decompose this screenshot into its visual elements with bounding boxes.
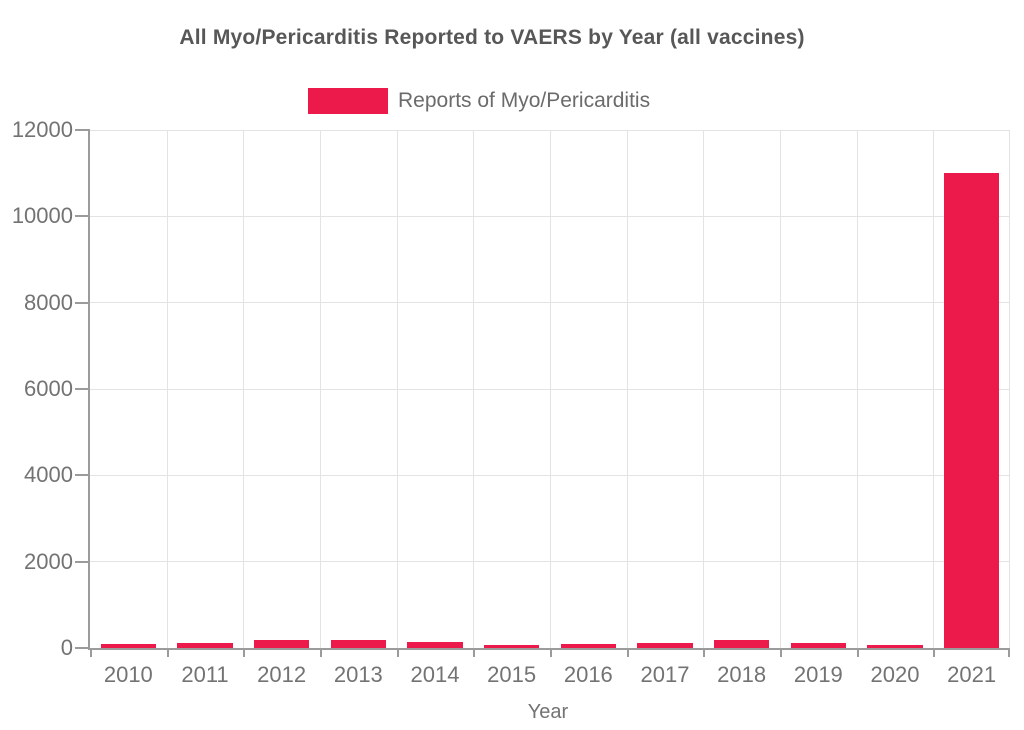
y-tick-mark [75,647,90,649]
y-tick-mark [75,215,90,218]
x-tick-mark [473,648,476,657]
x-tick-mark [550,648,552,657]
x-tick-label: 2018 [717,662,767,687]
x-gridline [396,130,398,648]
x-tick-label: 2021 [947,662,997,687]
x-gridline [780,130,781,648]
bar-2013 [330,640,386,648]
x-tick-label: 2013 [333,662,383,687]
x-axis-title: Year [527,701,569,723]
x-tick-label: 2010 [103,662,153,687]
x-tick-mark [243,648,246,657]
x-tick-label: 2019 [793,662,843,687]
x-gridline [856,130,858,648]
bar-2020 [867,644,923,648]
x-tick-mark [703,648,706,657]
y-tick-label: 10000 [11,203,73,229]
x-gridline [320,130,321,648]
y-tick-label: 4000 [24,462,73,488]
x-tick-mark [320,648,322,657]
y-tick-label: 12000 [11,117,73,142]
x-gridline [933,130,935,648]
bar-2016 [560,644,616,648]
bar-2021 [944,173,1000,648]
x-gridline [626,130,628,648]
bar-2015 [484,645,540,648]
y-tick-label: 6000 [24,376,73,401]
plot-area: 0 2000 4000 6000 8000 10000 12000 2010 2011 2012 2… [12,117,1010,687]
bar-2019 [790,643,846,648]
x-tick-mark [856,648,859,657]
x-tick-label: 2014 [410,662,460,687]
legend-swatch [308,88,388,114]
x-tick-mark [166,648,169,657]
x-gridline [1009,130,1010,648]
bar-2018 [714,639,770,648]
x-gridline [550,130,551,648]
x-tick-label: 2011 [181,662,229,687]
y-tick-mark [75,301,90,304]
y-tick-mark [75,129,90,131]
x-tick-mark [933,648,936,657]
legend-label: Reports of Myo/Pericarditis [398,89,651,112]
x-tick-mark [626,648,629,657]
x-tick-mark [90,648,92,657]
y-tick-mark [75,560,90,563]
y-tick-label: 0 [60,635,73,660]
bar-2012 [254,640,310,648]
x-gridline [473,130,475,648]
x-tick-label: 2015 [487,662,537,687]
x-tick-mark [1008,648,1010,657]
bar-2014 [407,642,463,648]
y-tick-mark [75,474,90,477]
x-tick-mark [780,648,782,657]
y-tick-label: 8000 [24,289,73,315]
x-tick-mark [396,648,399,657]
x-gridline [703,130,705,648]
x-gridline [166,130,168,648]
chart-title: All Myo/Pericarditis Reported to VAERS b… [179,26,805,49]
x-tick-label: 2020 [870,662,920,687]
x-tick-label: 2012 [257,662,307,687]
bar-2017 [637,643,693,648]
x-gridline [243,130,245,648]
y-tick-mark [75,388,90,390]
bar-2011 [177,643,233,648]
y-tick-label: 2000 [24,548,73,574]
bar-2010 [100,643,156,648]
x-tick-label: 2016 [563,662,613,687]
x-tick-label: 2017 [640,662,690,687]
